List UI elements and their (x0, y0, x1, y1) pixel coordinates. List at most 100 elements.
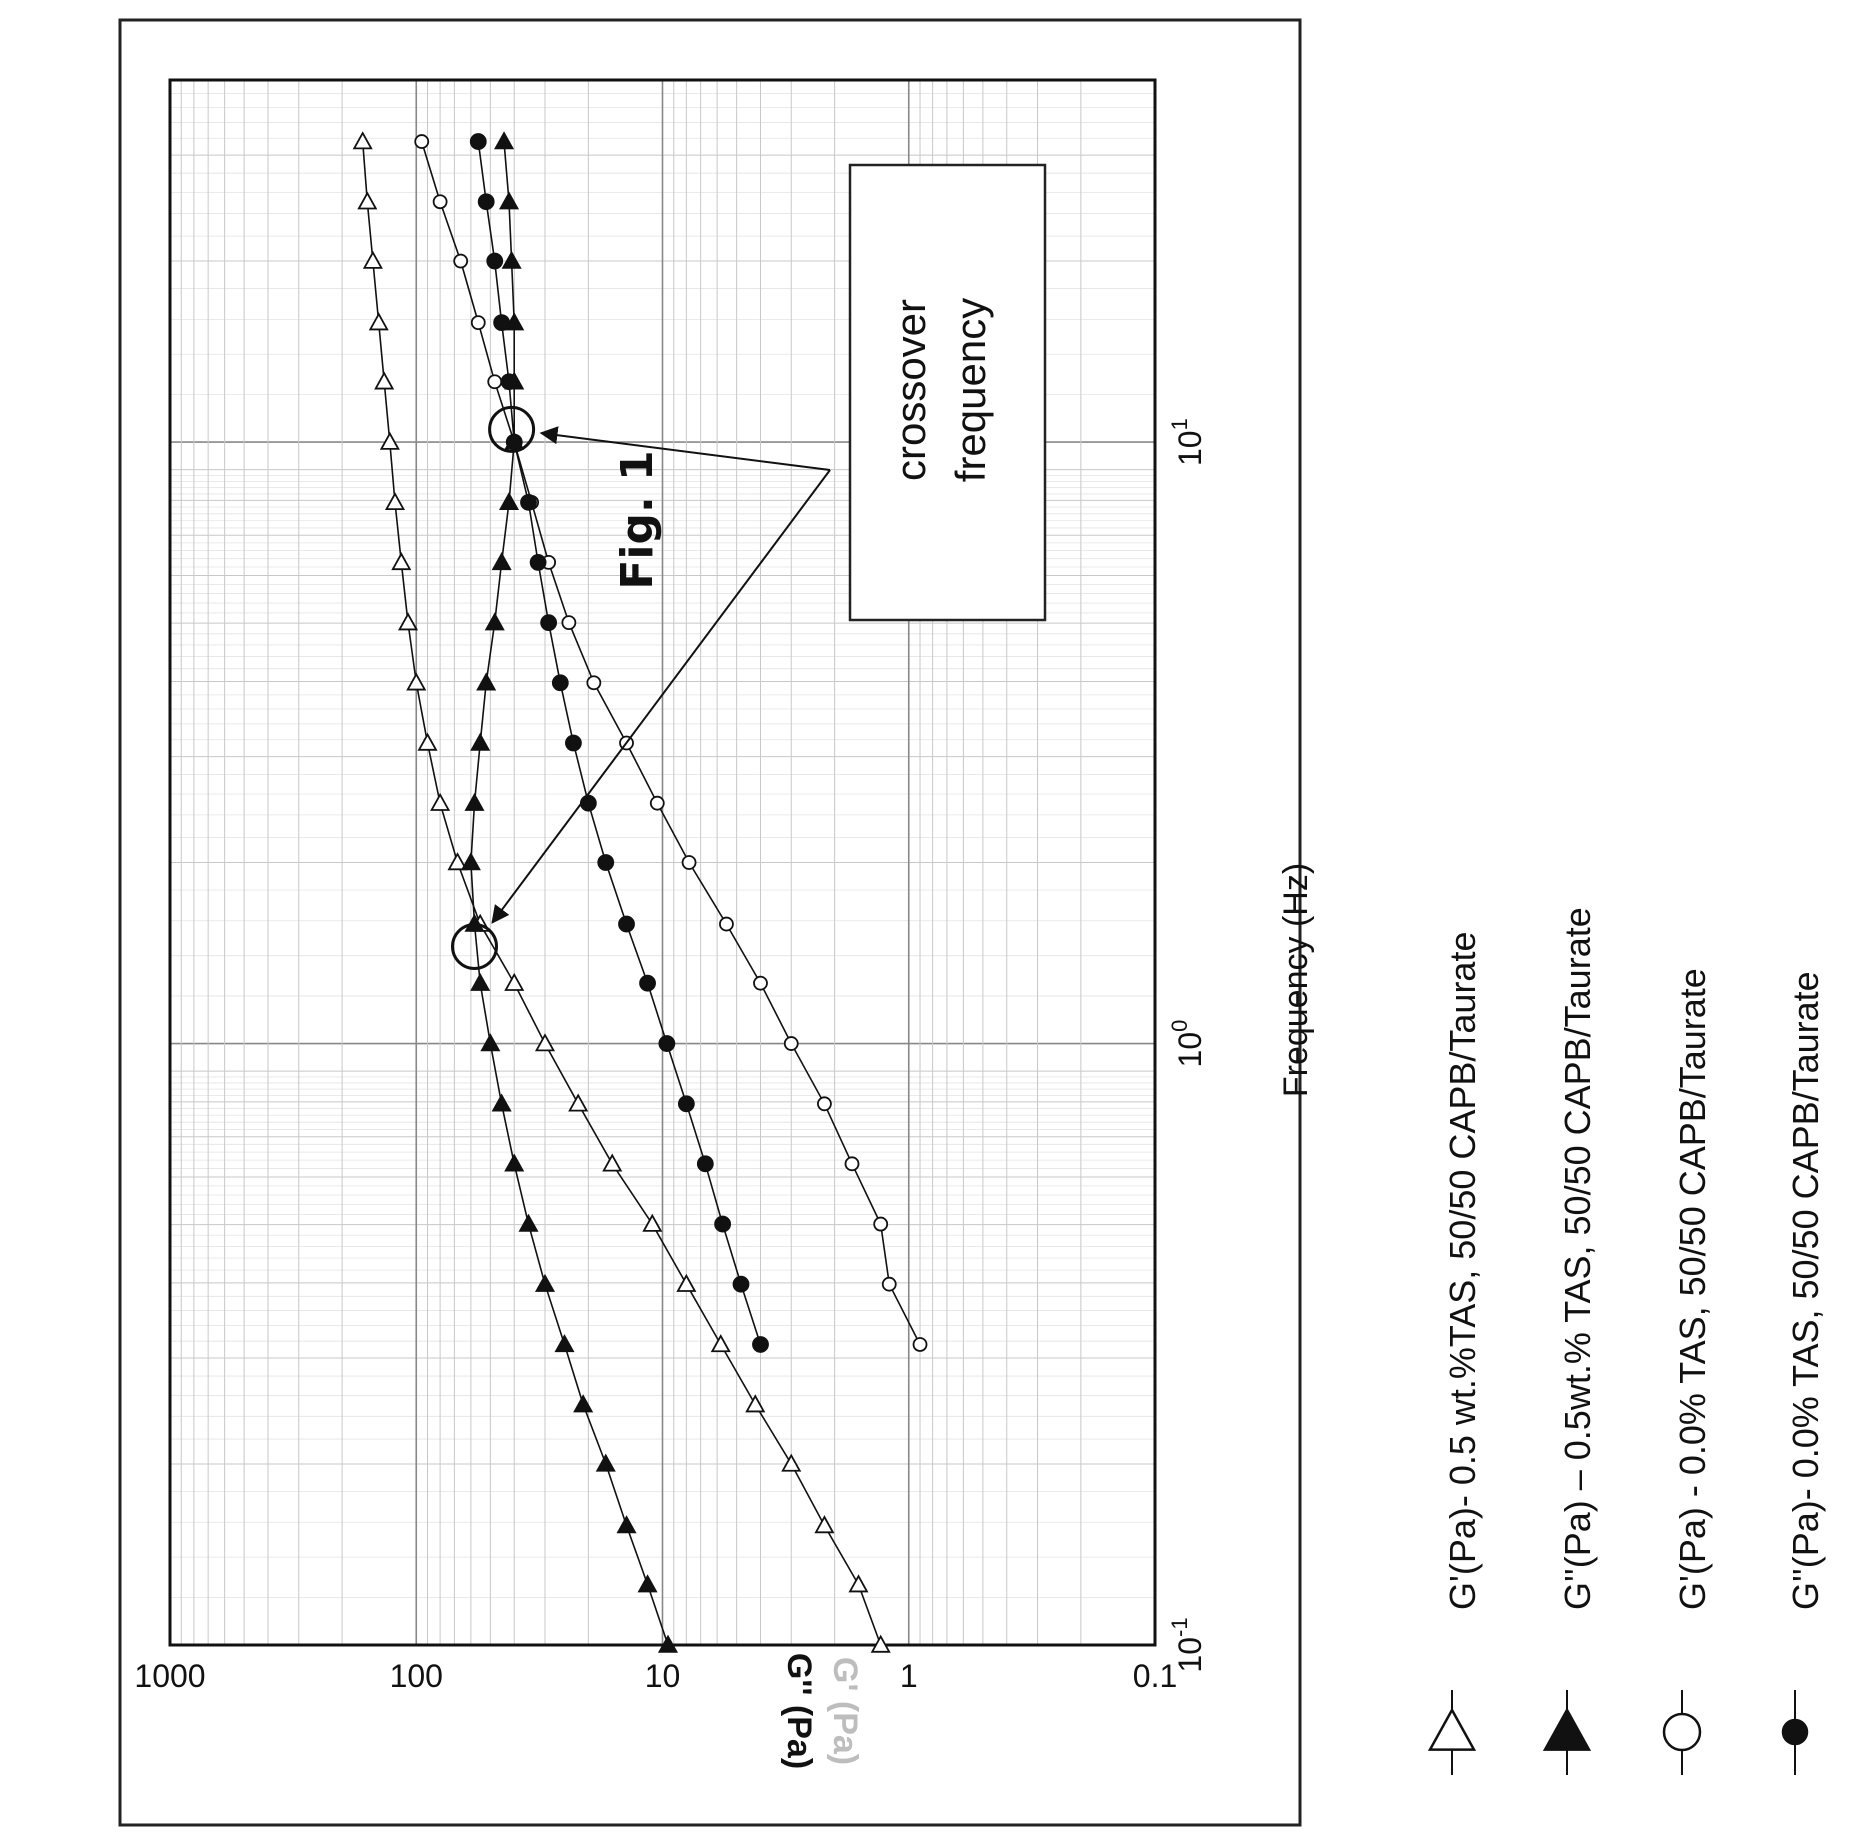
series-0-point (848, 1574, 869, 1593)
series-2-point (783, 1036, 799, 1051)
series-2-point (470, 315, 486, 331)
series-markers (352, 131, 928, 1653)
legend-marker-0 (1427, 1707, 1477, 1751)
series-1-point (616, 1515, 637, 1534)
series-2-point (487, 374, 503, 390)
series-3-point (540, 614, 558, 632)
series-3-point (732, 1275, 750, 1293)
crossover-arrow-0 (491, 469, 831, 924)
crossover-arrow-1 (539, 426, 831, 471)
series-1-point (534, 1273, 556, 1292)
series-2-point (912, 1337, 928, 1352)
series-lines (361, 141, 921, 1646)
legend-marker-2 (1662, 1712, 1702, 1752)
series-3-point (500, 373, 518, 391)
series-2-point (432, 194, 448, 210)
series-2-point (881, 1276, 897, 1292)
series-3-point (658, 1035, 676, 1052)
series-2-point (844, 1156, 860, 1172)
series-1-point (657, 1634, 679, 1653)
series-2-point (586, 675, 602, 691)
tick-labels: 0.1 1 10 100 1000 10-1 100 101 (134, 418, 1208, 1694)
grid (170, 79, 1156, 1646)
series-1-point (491, 1093, 512, 1112)
series-0-point (362, 250, 383, 269)
y-tick-label: 1 (900, 1658, 918, 1694)
series-1-point (470, 972, 491, 991)
legend-marker-1 (1542, 1707, 1592, 1751)
annotation-line2: frequency (947, 298, 994, 482)
series-0-point (352, 131, 373, 150)
series-1-point (460, 852, 481, 871)
series-3-point (486, 252, 504, 270)
series-3-point (677, 1095, 695, 1113)
series-0-point (642, 1213, 663, 1232)
series-3-point (752, 1336, 769, 1353)
series-2-point (649, 795, 665, 811)
x-tick-label: 10-1 (1167, 1617, 1208, 1672)
series-0-point (397, 612, 419, 631)
series-1-point (484, 612, 505, 631)
series-3-point (551, 674, 569, 692)
crossover-circle-0 (451, 922, 499, 970)
series-3-point (520, 493, 537, 511)
figure-label: Fig. 1 (612, 450, 663, 589)
x-tick-label: 100 (1167, 1020, 1208, 1068)
series-1-point (491, 552, 512, 571)
series-0-point (374, 371, 395, 390)
y-tick-label: 10 (645, 1658, 681, 1694)
series-0-point (447, 852, 468, 871)
series-0-point (814, 1515, 835, 1534)
series-3-point (529, 553, 547, 571)
series-0-point (357, 191, 378, 210)
series-0-point (534, 1033, 556, 1052)
y-axis-label-faded: G' (Pa) (826, 1657, 864, 1765)
series-1-point (637, 1574, 658, 1593)
series-3-point (639, 974, 656, 992)
series-2-point (719, 916, 734, 932)
legend-label-2: G'(Pa) - 0.0% TAS, 50/50 CAPB/Taurate (1672, 968, 1713, 1610)
series-0-point (391, 552, 412, 571)
y-tick-label: 0.1 (1133, 1658, 1177, 1694)
series-2-point (453, 253, 469, 269)
series-1-point (498, 492, 520, 511)
annotation-arrows (451, 405, 831, 970)
series-2-point (561, 615, 577, 631)
series-0-point (710, 1334, 731, 1353)
series-0-point (379, 431, 400, 450)
series-3-point (696, 1155, 714, 1173)
series-3-point (493, 314, 511, 332)
crossover-circle-1 (488, 405, 536, 453)
series-line-1 (470, 141, 669, 1646)
y-axis-label: G'' (Pa) (780, 1653, 818, 1769)
x-tick-label: 101 (1167, 418, 1208, 466)
x-axis-label: Frequency (Hz) (1277, 863, 1315, 1097)
annotation-box (848, 163, 1047, 622)
series-3-point (618, 915, 635, 933)
series-3-point (714, 1215, 732, 1233)
series-1-point (470, 732, 491, 751)
series-0-point (781, 1453, 802, 1472)
series-1-point (464, 792, 485, 811)
series-0-point (504, 972, 525, 991)
series-0-point (602, 1153, 623, 1172)
series-3-point (505, 433, 523, 451)
series-0-point (417, 732, 438, 751)
series-1-point (494, 131, 515, 150)
series-1-point (498, 191, 520, 210)
series-0-point (870, 1634, 891, 1653)
series-1-point (480, 1033, 501, 1052)
series-3-point (477, 193, 495, 211)
series-0-point (406, 672, 427, 691)
series-2-point (817, 1096, 832, 1112)
series-1-point (554, 1334, 575, 1353)
series-0-point (384, 492, 406, 511)
series-0-point (430, 792, 451, 811)
series-line-0 (361, 141, 882, 1646)
series-3-point (565, 734, 582, 752)
legend-label-1: G''(Pa) – 0.5wt.% TAS, 50/50 CAPB/Taurat… (1557, 907, 1598, 1610)
series-0-point (676, 1273, 697, 1292)
series-1-point (518, 1213, 539, 1232)
series-2-point (414, 134, 430, 149)
